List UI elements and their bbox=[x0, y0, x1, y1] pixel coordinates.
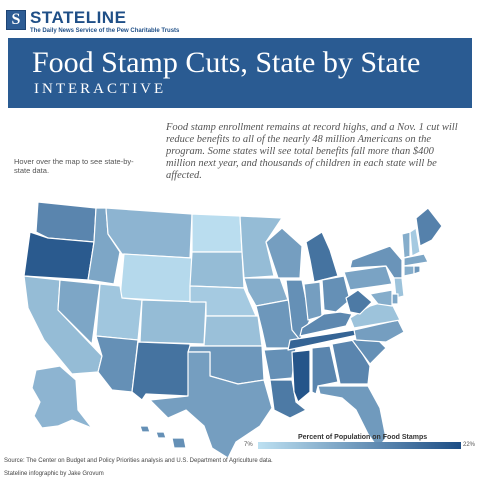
hover-hint: Hover over the map to see state-by-state… bbox=[14, 157, 134, 175]
state-nv[interactable] bbox=[57, 279, 101, 345]
state-wy[interactable] bbox=[119, 253, 193, 303]
state-la[interactable] bbox=[269, 379, 307, 419]
state-pa[interactable] bbox=[343, 265, 393, 291]
state-md[interactable] bbox=[369, 289, 393, 307]
header-strip: S STATELINE The Daily News Service of th… bbox=[0, 0, 480, 38]
state-me[interactable] bbox=[415, 207, 443, 247]
state-sd[interactable] bbox=[189, 251, 245, 289]
state-ky[interactable] bbox=[299, 311, 353, 337]
state-mi[interactable] bbox=[305, 231, 339, 283]
intro-text: Food stamp enrollment remains at record … bbox=[166, 122, 458, 181]
state-ri[interactable] bbox=[413, 265, 421, 275]
state-ar[interactable] bbox=[263, 347, 297, 381]
state-hi[interactable] bbox=[139, 425, 187, 449]
state-ak[interactable] bbox=[31, 365, 93, 429]
state-ma[interactable] bbox=[403, 253, 429, 267]
state-mn[interactable] bbox=[239, 215, 283, 279]
legend-title: Percent of Population on Food Stamps bbox=[298, 434, 428, 441]
state-oh[interactable] bbox=[321, 275, 351, 313]
logo-mark-icon: S bbox=[6, 10, 26, 30]
logo-name: STATELINE bbox=[30, 8, 127, 27]
state-wv[interactable] bbox=[345, 289, 373, 315]
page-subtitle: INTERACTIVE bbox=[34, 81, 167, 97]
logo-tagline: The Daily News Service of the Pew Charit… bbox=[30, 28, 180, 34]
title-banner: Food Stamp Cuts, State by State INTERACT… bbox=[8, 38, 472, 108]
state-mt[interactable] bbox=[105, 207, 193, 259]
state-ct[interactable] bbox=[403, 265, 415, 277]
source-note: Source: The Center on Budget and Policy … bbox=[4, 458, 273, 464]
state-wa[interactable] bbox=[35, 201, 97, 243]
state-ms[interactable] bbox=[291, 349, 311, 403]
state-vt[interactable] bbox=[401, 231, 411, 259]
legend-max-label: 22% bbox=[463, 442, 476, 448]
credit-note: Stateline infographic by Jake Grovum bbox=[4, 471, 104, 477]
legend-min-label: 7% bbox=[244, 442, 253, 448]
us-states-map[interactable] bbox=[0, 180, 480, 460]
page-title: Food Stamp Cuts, State by State bbox=[32, 46, 421, 79]
state-co[interactable] bbox=[139, 299, 207, 345]
state-az[interactable] bbox=[95, 335, 139, 393]
state-wi[interactable] bbox=[265, 227, 303, 279]
state-fl[interactable] bbox=[317, 385, 387, 449]
state-nh[interactable] bbox=[409, 227, 421, 257]
state-ks[interactable] bbox=[203, 315, 263, 347]
stateline-logo[interactable]: S STATELINE The Daily News Service of th… bbox=[6, 6, 179, 36]
state-tx[interactable] bbox=[149, 351, 273, 459]
state-de[interactable] bbox=[391, 293, 399, 305]
logo-text: STATELINE The Daily News Service of the … bbox=[30, 6, 179, 35]
legend-color-scale bbox=[258, 442, 461, 449]
state-nj[interactable] bbox=[393, 277, 405, 299]
state-nm[interactable] bbox=[131, 341, 191, 401]
state-nd[interactable] bbox=[191, 213, 243, 253]
